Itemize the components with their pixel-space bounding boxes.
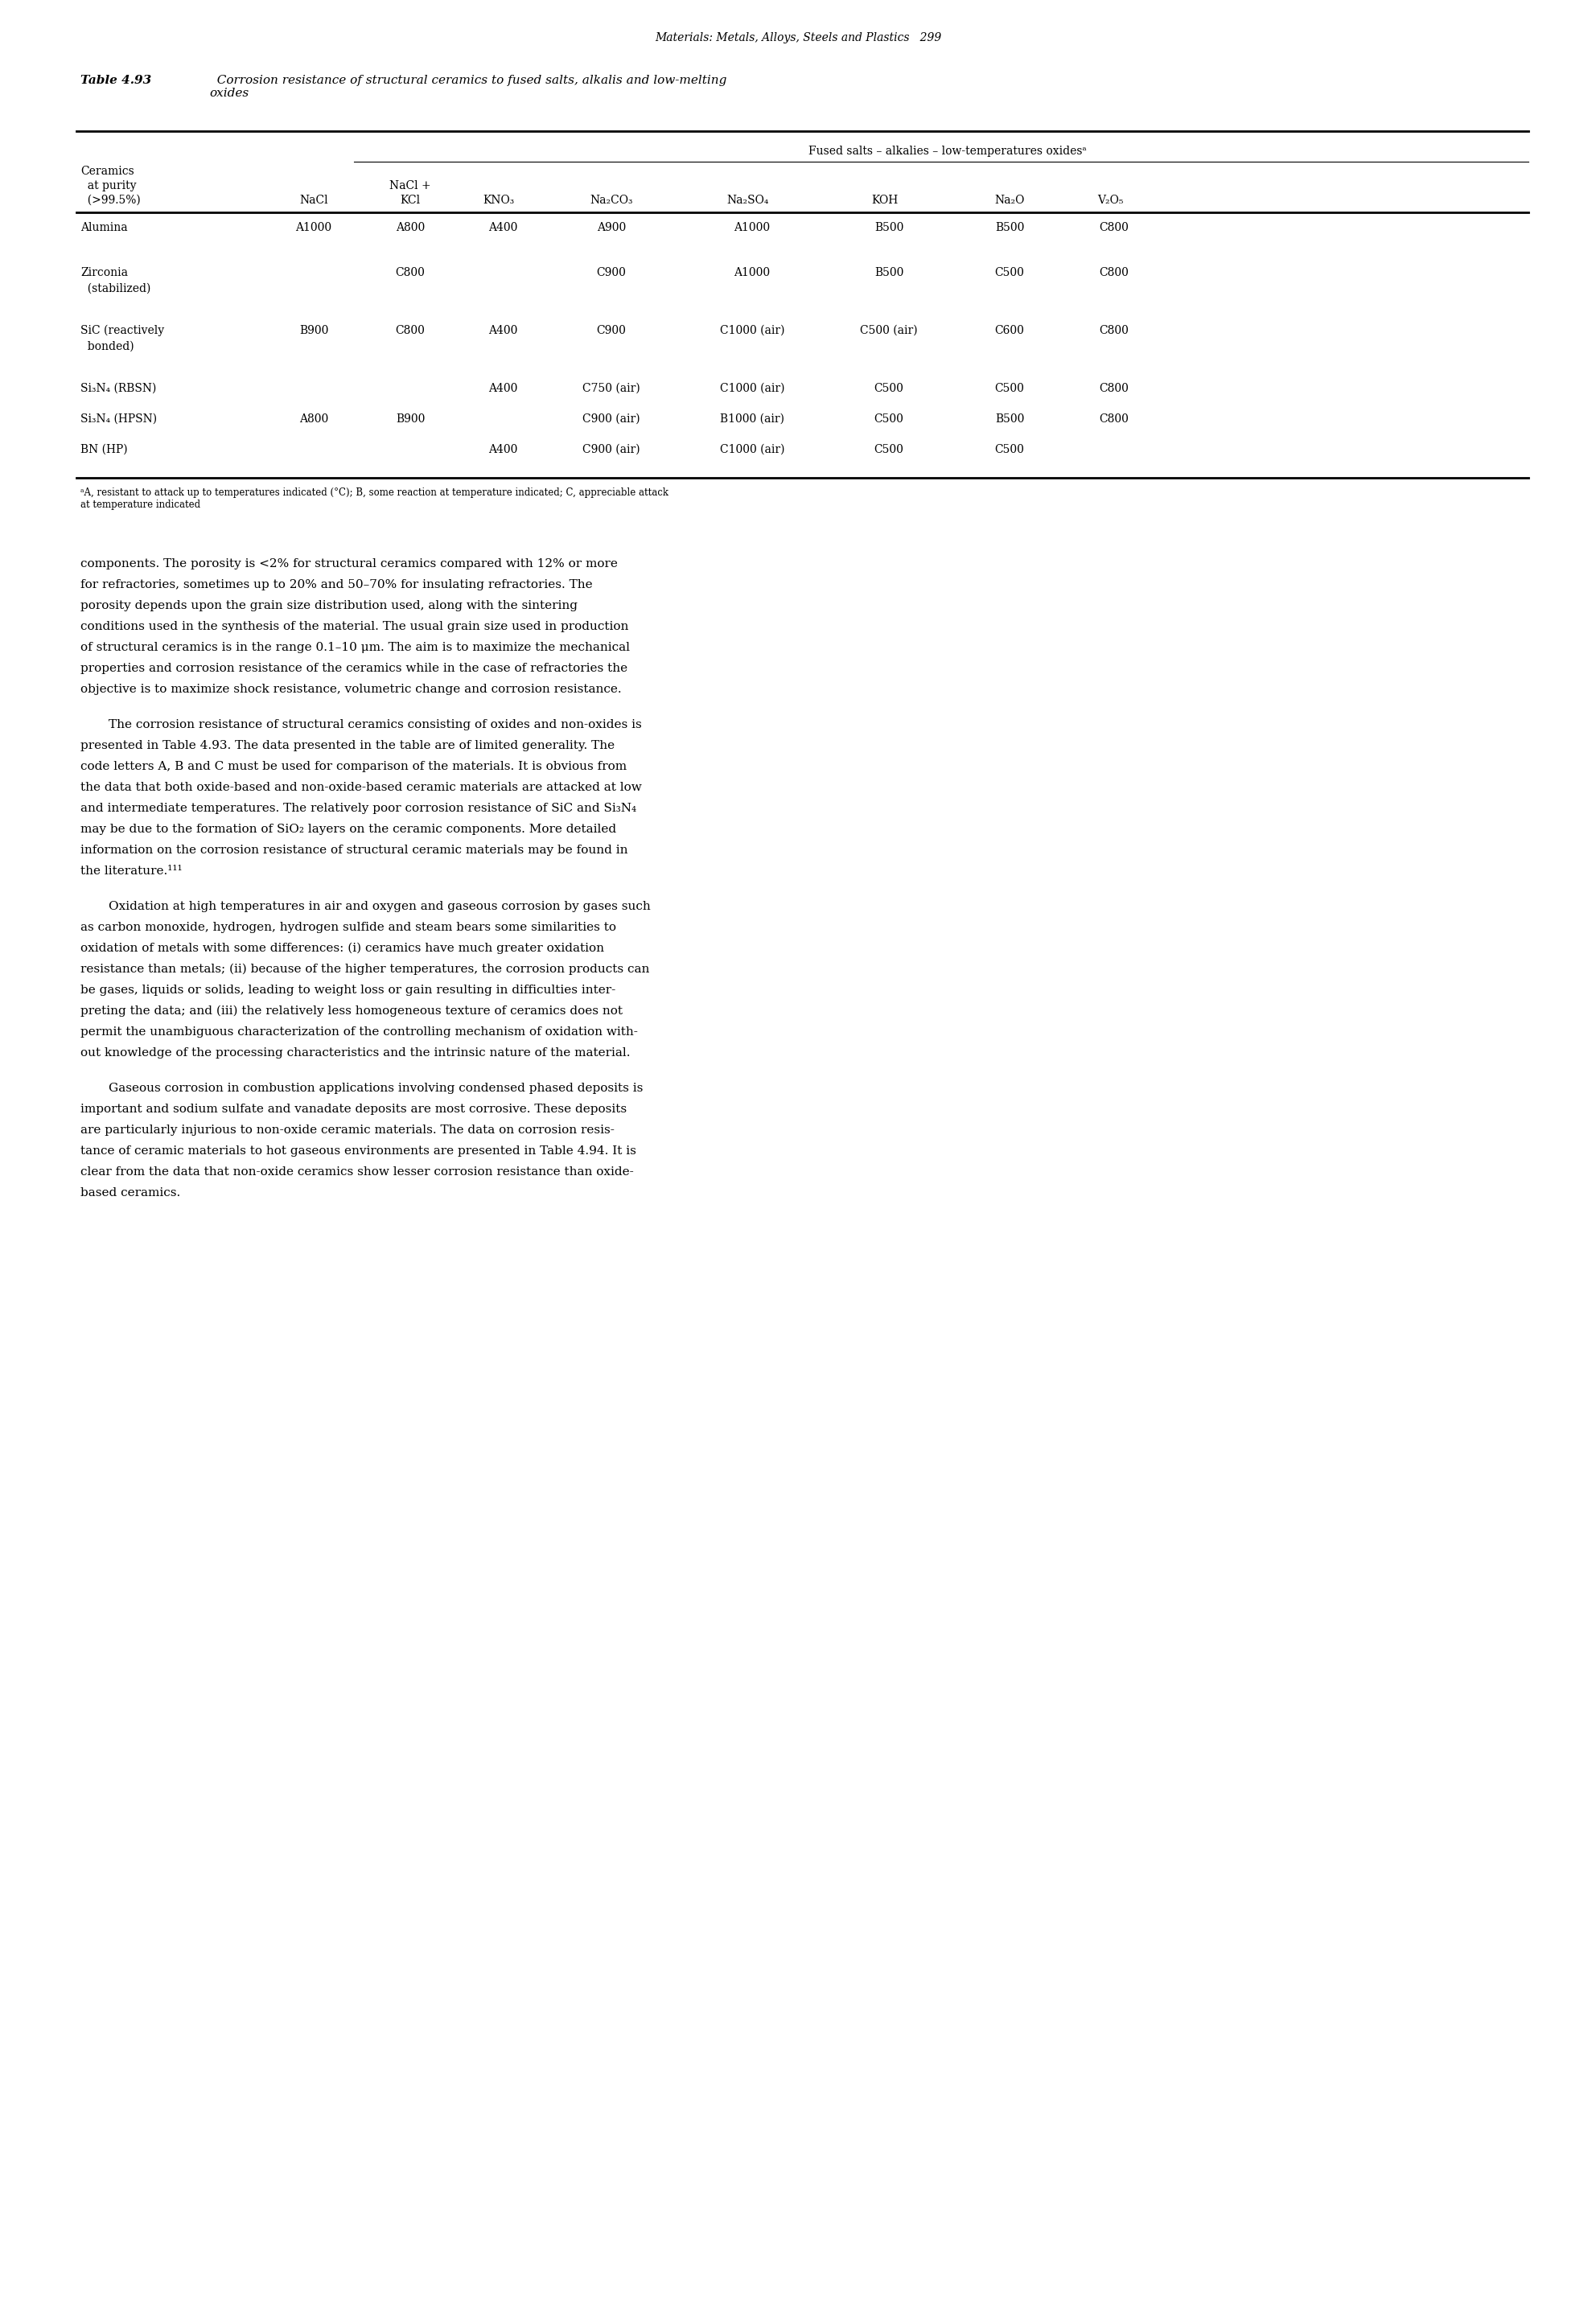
Text: NaCl +: NaCl + (389, 181, 431, 192)
Text: objective is to maximize shock resistance, volumetric change and corrosion resis: objective is to maximize shock resistanc… (80, 684, 621, 696)
Text: based ceramics.: based ceramics. (80, 1187, 180, 1199)
Text: NaCl: NaCl (300, 195, 329, 206)
Text: KOH: KOH (871, 195, 899, 206)
Text: information on the corrosion resistance of structural ceramic materials may be f: information on the corrosion resistance … (80, 844, 627, 856)
Text: presented in Table 4.93. The data presented in the table are of limited generali: presented in Table 4.93. The data presen… (80, 740, 614, 751)
Text: V₂O₅: V₂O₅ (1096, 195, 1124, 206)
Text: C800: C800 (1100, 223, 1128, 234)
Text: at purity: at purity (80, 181, 136, 192)
Text: properties and corrosion resistance of the ceramics while in the case of refract: properties and corrosion resistance of t… (80, 663, 627, 675)
Text: (>99.5%): (>99.5%) (80, 195, 140, 206)
Text: Ceramics: Ceramics (80, 165, 134, 176)
Text: Gaseous corrosion in combustion applications involving condensed phased deposits: Gaseous corrosion in combustion applicat… (109, 1083, 643, 1095)
Text: Oxidation at high temperatures in air and oxygen and gaseous corrosion by gases : Oxidation at high temperatures in air an… (109, 900, 651, 911)
Text: A400: A400 (488, 223, 517, 234)
Text: B500: B500 (994, 223, 1025, 234)
Text: A900: A900 (597, 223, 626, 234)
Text: are particularly injurious to non-oxide ceramic materials. The data on corrosion: are particularly injurious to non-oxide … (80, 1125, 614, 1136)
Text: A400: A400 (488, 383, 517, 394)
Text: the data that both oxide-based and non-oxide-based ceramic materials are attacke: the data that both oxide-based and non-o… (80, 782, 642, 793)
Text: Si₃N₄ (RBSN): Si₃N₄ (RBSN) (80, 383, 156, 394)
Text: as carbon monoxide, hydrogen, hydrogen sulfide and steam bears some similarities: as carbon monoxide, hydrogen, hydrogen s… (80, 923, 616, 932)
Text: C900: C900 (597, 267, 626, 278)
Text: be gases, liquids or solids, leading to weight loss or gain resulting in difficu: be gases, liquids or solids, leading to … (80, 986, 616, 995)
Text: A800: A800 (298, 413, 329, 424)
Text: components. The porosity is <2% for structural ceramics compared with 12% or mor: components. The porosity is <2% for stru… (80, 559, 618, 570)
Text: ᵃA, resistant to attack up to temperatures indicated (°C); B, some reaction at t: ᵃA, resistant to attack up to temperatur… (80, 487, 669, 510)
Text: may be due to the formation of SiO₂ layers on the ceramic components. More detai: may be due to the formation of SiO₂ laye… (80, 823, 616, 835)
Text: B1000 (air): B1000 (air) (720, 413, 784, 424)
Text: out knowledge of the processing characteristics and the intrinsic nature of the : out knowledge of the processing characte… (80, 1048, 630, 1057)
Text: C800: C800 (1100, 413, 1128, 424)
Text: of structural ceramics is in the range 0.1–10 μm. The aim is to maximize the mec: of structural ceramics is in the range 0… (80, 642, 630, 654)
Text: bonded): bonded) (80, 341, 134, 352)
Text: C1000 (air): C1000 (air) (720, 443, 785, 455)
Text: C500: C500 (875, 443, 903, 455)
Text: Corrosion resistance of structural ceramics to fused salts, alkalis and low-melt: Corrosion resistance of structural ceram… (209, 74, 726, 100)
Text: Na₂O: Na₂O (994, 195, 1025, 206)
Text: C500: C500 (994, 383, 1025, 394)
Text: Table 4.93: Table 4.93 (80, 74, 152, 86)
Text: important and sodium sulfate and vanadate deposits are most corrosive. These dep: important and sodium sulfate and vanadat… (80, 1104, 627, 1115)
Text: Na₂CO₃: Na₂CO₃ (591, 195, 634, 206)
Text: BN (HP): BN (HP) (80, 443, 128, 455)
Text: C900 (air): C900 (air) (583, 443, 640, 455)
Text: C800: C800 (1100, 325, 1128, 336)
Text: KCl: KCl (401, 195, 420, 206)
Text: Alumina: Alumina (80, 223, 128, 234)
Text: and intermediate temperatures. The relatively poor corrosion resistance of SiC a: and intermediate temperatures. The relat… (80, 802, 637, 814)
Text: A1000: A1000 (734, 267, 771, 278)
Text: C900: C900 (597, 325, 626, 336)
Text: oxidation of metals with some differences: (i) ceramics have much greater oxidat: oxidation of metals with some difference… (80, 944, 605, 955)
Text: C500: C500 (994, 267, 1025, 278)
Text: C500: C500 (875, 383, 903, 394)
Text: C800: C800 (396, 325, 425, 336)
Text: conditions used in the synthesis of the material. The usual grain size used in p: conditions used in the synthesis of the … (80, 621, 629, 633)
Text: C500: C500 (875, 413, 903, 424)
Text: for refractories, sometimes up to 20% and 50–70% for insulating refractories. Th: for refractories, sometimes up to 20% an… (80, 580, 592, 591)
Text: C1000 (air): C1000 (air) (720, 325, 785, 336)
Text: C750 (air): C750 (air) (583, 383, 640, 394)
Text: A1000: A1000 (295, 223, 332, 234)
Text: B900: B900 (396, 413, 425, 424)
Text: resistance than metals; (ii) because of the higher temperatures, the corrosion p: resistance than metals; (ii) because of … (80, 965, 650, 976)
Text: clear from the data that non-oxide ceramics show lesser corrosion resistance tha: clear from the data that non-oxide ceram… (80, 1166, 634, 1178)
Text: the literature.¹¹¹: the literature.¹¹¹ (80, 865, 182, 877)
Text: Na₂SO₄: Na₂SO₄ (728, 195, 769, 206)
Text: B500: B500 (994, 413, 1025, 424)
Text: Materials: Metals, Alloys, Steels and Plastics   299: Materials: Metals, Alloys, Steels and Pl… (654, 32, 942, 44)
Text: C600: C600 (994, 325, 1025, 336)
Text: C800: C800 (1100, 383, 1128, 394)
Text: Fused salts – alkalies – low-temperatures oxidesᵃ: Fused salts – alkalies – low-temperature… (808, 146, 1087, 158)
Text: preting the data; and (iii) the relatively less homogeneous texture of ceramics : preting the data; and (iii) the relative… (80, 1006, 622, 1018)
Text: Si₃N₄ (HPSN): Si₃N₄ (HPSN) (80, 413, 156, 424)
Text: Zirconia: Zirconia (80, 267, 128, 278)
Text: permit the unambiguous characterization of the controlling mechanism of oxidatio: permit the unambiguous characterization … (80, 1027, 638, 1037)
Text: C500 (air): C500 (air) (860, 325, 918, 336)
Text: KNO₃: KNO₃ (484, 195, 514, 206)
Text: A800: A800 (396, 223, 425, 234)
Text: A400: A400 (488, 443, 517, 455)
Text: The corrosion resistance of structural ceramics consisting of oxides and non-oxi: The corrosion resistance of structural c… (109, 719, 642, 730)
Text: C800: C800 (396, 267, 425, 278)
Text: B500: B500 (875, 223, 903, 234)
Text: A400: A400 (488, 325, 517, 336)
Text: B900: B900 (298, 325, 329, 336)
Text: C1000 (air): C1000 (air) (720, 383, 785, 394)
Text: C500: C500 (994, 443, 1025, 455)
Text: porosity depends upon the grain size distribution used, along with the sintering: porosity depends upon the grain size dis… (80, 601, 578, 612)
Text: A1000: A1000 (734, 223, 771, 234)
Text: tance of ceramic materials to hot gaseous environments are presented in Table 4.: tance of ceramic materials to hot gaseou… (80, 1146, 637, 1157)
Text: C800: C800 (1100, 267, 1128, 278)
Text: SiC (reactively: SiC (reactively (80, 325, 164, 336)
Text: (stabilized): (stabilized) (80, 283, 150, 295)
Text: B500: B500 (875, 267, 903, 278)
Text: C900 (air): C900 (air) (583, 413, 640, 424)
Text: code letters A, B and C must be used for comparison of the materials. It is obvi: code letters A, B and C must be used for… (80, 761, 627, 772)
